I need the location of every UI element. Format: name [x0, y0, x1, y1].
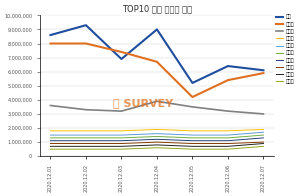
진해성 — [155, 138, 159, 141]
진해성 — [49, 140, 52, 142]
송가인 — [84, 134, 88, 136]
이승윤 — [84, 109, 88, 111]
Line: 박서진: 박서진 — [50, 143, 263, 146]
김기태 — [49, 42, 52, 45]
이승윤 — [49, 104, 52, 107]
Line: 김희재: 김희재 — [50, 142, 263, 143]
김희재 — [262, 141, 265, 143]
양준일 — [155, 147, 159, 149]
김기태 — [262, 72, 265, 74]
이찬원 — [84, 137, 88, 139]
박서진 — [226, 145, 230, 148]
Text: 💗 SURVEY: 💗 SURVEY — [113, 98, 173, 108]
이찬원 — [226, 137, 230, 139]
송가인 — [226, 134, 230, 136]
송가인 — [120, 134, 123, 136]
진해성 — [84, 140, 88, 142]
김희재 — [49, 142, 52, 145]
이찬원 — [120, 137, 123, 139]
영탁 — [262, 69, 265, 72]
Line: 이찬원: 이찬원 — [50, 135, 263, 138]
진해성 — [262, 137, 265, 139]
이찬원 — [155, 135, 159, 138]
박서진 — [190, 145, 194, 148]
양준일 — [226, 148, 230, 150]
양준일 — [49, 148, 52, 150]
김기태 — [226, 79, 230, 81]
영탁 — [155, 28, 159, 31]
Legend: 영탁, 김기태, 이승윤, 장민호, 송가인, 이찬원, 진해성, 김희재, 박서진, 양준일: 영탁, 김기태, 이승윤, 장민호, 송가인, 이찬원, 진해성, 김희재, 박… — [274, 13, 296, 86]
진해성 — [226, 140, 230, 142]
장민호 — [226, 130, 230, 132]
김희재 — [155, 141, 159, 143]
박서진 — [49, 145, 52, 148]
Title: TOP10 일별 득표수 추이: TOP10 일별 득표수 추이 — [122, 4, 192, 13]
박서진 — [262, 142, 265, 145]
김기태 — [190, 96, 194, 98]
이찬원 — [262, 134, 265, 136]
김희재 — [226, 142, 230, 145]
이찬원 — [49, 137, 52, 139]
장민호 — [262, 128, 265, 131]
이승윤 — [190, 106, 194, 108]
송가인 — [190, 134, 194, 136]
장민호 — [49, 130, 52, 132]
Line: 진해성: 진해성 — [50, 138, 263, 141]
장민호 — [155, 128, 159, 131]
양준일 — [120, 148, 123, 150]
장민호 — [120, 130, 123, 132]
Line: 김기태: 김기태 — [50, 44, 263, 97]
송가인 — [155, 132, 159, 135]
양준일 — [262, 145, 265, 148]
Line: 이승윤: 이승윤 — [50, 101, 263, 114]
송가인 — [49, 134, 52, 136]
영탁 — [226, 65, 230, 67]
Line: 영탁: 영탁 — [50, 25, 263, 83]
이찬원 — [190, 137, 194, 139]
박서진 — [155, 144, 159, 146]
김기태 — [84, 42, 88, 45]
장민호 — [84, 130, 88, 132]
진해성 — [120, 140, 123, 142]
이승윤 — [155, 100, 159, 103]
박서진 — [84, 145, 88, 148]
김희재 — [190, 142, 194, 145]
영탁 — [120, 58, 123, 60]
영탁 — [84, 24, 88, 26]
김기태 — [120, 51, 123, 53]
이승윤 — [262, 113, 265, 115]
장민호 — [190, 130, 194, 132]
Line: 송가인: 송가인 — [50, 132, 263, 135]
이승윤 — [120, 110, 123, 112]
김희재 — [84, 142, 88, 145]
김희재 — [120, 142, 123, 145]
영탁 — [190, 82, 194, 84]
이승윤 — [226, 110, 230, 112]
김기태 — [155, 61, 159, 63]
Line: 장민호: 장민호 — [50, 129, 263, 131]
양준일 — [190, 148, 194, 150]
진해성 — [190, 140, 194, 142]
박서진 — [120, 145, 123, 148]
송가인 — [262, 131, 265, 133]
영탁 — [49, 34, 52, 36]
양준일 — [84, 148, 88, 150]
Line: 양준일: 양준일 — [50, 146, 263, 149]
